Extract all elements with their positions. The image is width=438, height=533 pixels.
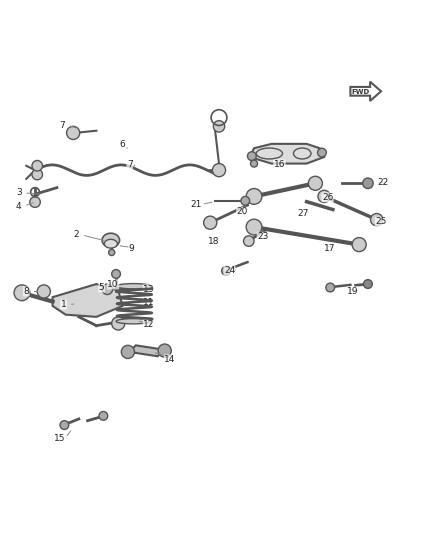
Text: 8: 8 [23, 287, 29, 296]
Circle shape [112, 270, 120, 278]
Text: 24: 24 [224, 266, 235, 276]
Text: 7: 7 [127, 160, 133, 169]
Polygon shape [350, 82, 381, 101]
Circle shape [241, 197, 250, 205]
Text: 27: 27 [298, 208, 309, 217]
Polygon shape [250, 144, 324, 164]
Text: 12: 12 [143, 320, 155, 329]
Ellipse shape [102, 233, 120, 247]
Text: 25: 25 [375, 217, 387, 227]
Circle shape [121, 345, 134, 359]
Circle shape [32, 160, 42, 171]
Circle shape [102, 284, 113, 295]
Text: 13: 13 [143, 285, 155, 294]
Text: 3: 3 [16, 189, 22, 197]
Circle shape [30, 197, 40, 207]
Text: 16: 16 [274, 160, 285, 169]
Circle shape [318, 148, 326, 157]
Circle shape [14, 285, 30, 301]
Circle shape [247, 152, 256, 160]
Circle shape [308, 176, 322, 190]
Circle shape [37, 285, 50, 298]
Circle shape [244, 236, 254, 246]
Circle shape [371, 214, 383, 226]
Circle shape [326, 283, 335, 292]
Text: 26: 26 [322, 193, 333, 202]
Circle shape [32, 169, 42, 180]
Text: 2: 2 [74, 230, 79, 239]
Text: 17: 17 [324, 244, 335, 253]
Circle shape [204, 216, 217, 229]
Text: 21: 21 [191, 200, 202, 209]
Circle shape [112, 317, 125, 330]
Circle shape [158, 344, 171, 357]
Circle shape [363, 178, 373, 189]
Circle shape [67, 126, 80, 140]
Text: 20: 20 [237, 207, 248, 216]
Text: 15: 15 [54, 434, 66, 443]
Polygon shape [129, 345, 164, 356]
Text: 1: 1 [60, 300, 67, 309]
Text: 18: 18 [208, 237, 219, 246]
Polygon shape [53, 284, 123, 317]
Circle shape [246, 219, 262, 235]
Circle shape [318, 190, 330, 203]
Text: 9: 9 [128, 244, 134, 253]
Circle shape [364, 280, 372, 288]
Circle shape [213, 120, 225, 132]
Text: 4: 4 [16, 201, 21, 211]
Circle shape [109, 249, 115, 255]
Text: FWD: FWD [351, 89, 370, 95]
Text: 23: 23 [257, 232, 268, 241]
Circle shape [212, 164, 226, 177]
Text: 10: 10 [107, 280, 119, 289]
Ellipse shape [116, 284, 151, 289]
Text: 6: 6 [119, 140, 125, 149]
Text: 22: 22 [378, 178, 389, 187]
Text: 7: 7 [59, 121, 65, 130]
Ellipse shape [104, 239, 117, 248]
Circle shape [246, 189, 262, 204]
Text: 19: 19 [347, 287, 358, 296]
Circle shape [352, 238, 366, 252]
Text: 14: 14 [164, 355, 176, 364]
Text: 11: 11 [143, 298, 155, 307]
Circle shape [222, 266, 230, 275]
Circle shape [99, 411, 108, 420]
Circle shape [251, 160, 258, 167]
Circle shape [60, 421, 69, 430]
Text: 5: 5 [99, 283, 105, 292]
Ellipse shape [116, 319, 151, 324]
